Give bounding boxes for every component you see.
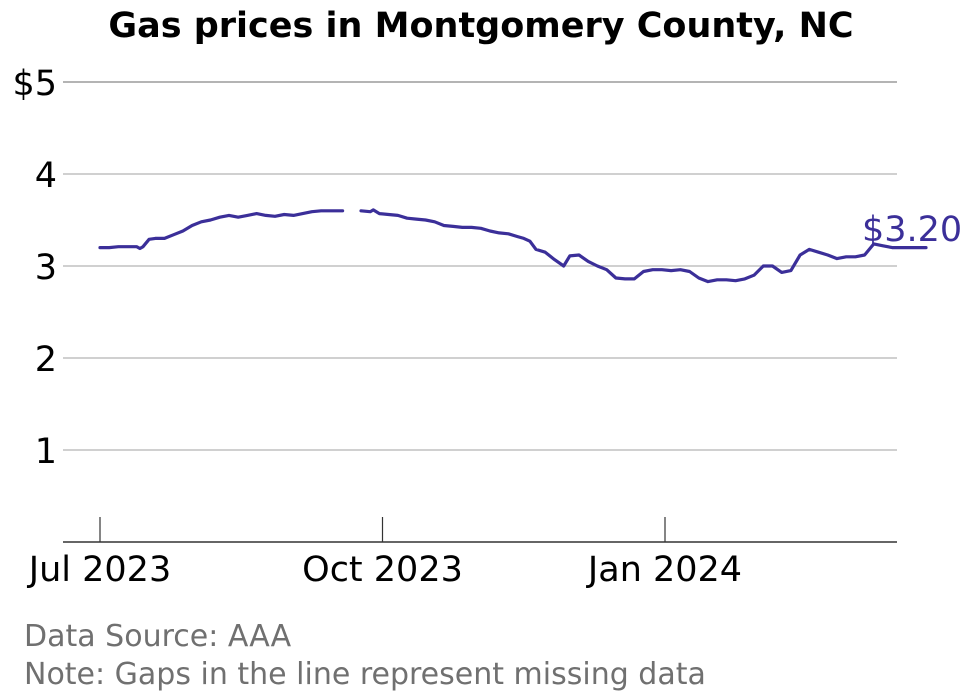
gaps-note: Note: Gaps in the line represent missing… xyxy=(24,657,706,692)
end-value-label: $3.20 xyxy=(862,210,962,250)
x-tick-label: Oct 2023 xyxy=(302,550,463,590)
y-tick-label: 1 xyxy=(35,432,57,472)
y-tick-label: 2 xyxy=(35,340,57,380)
chart-title: Gas prices in Montgomery County, NC xyxy=(108,6,853,46)
y-tick-label: 3 xyxy=(35,248,57,288)
price-series xyxy=(98,208,928,284)
x-axis-ticks: Jul 2023 Oct 2023 Jan 2024 xyxy=(27,517,742,590)
x-tick-label: Jan 2024 xyxy=(586,550,742,590)
x-tick-label: Jul 2023 xyxy=(27,550,171,590)
y-tick-label: $5 xyxy=(12,64,57,104)
y-axis-ticks: $5 4 3 2 1 xyxy=(12,64,57,472)
gridlines xyxy=(63,81,897,451)
series-line-segment xyxy=(98,209,345,251)
y-tick-label: 4 xyxy=(35,156,57,196)
series-line-segment xyxy=(359,208,928,284)
data-source-note: Data Source: AAA xyxy=(24,619,292,654)
